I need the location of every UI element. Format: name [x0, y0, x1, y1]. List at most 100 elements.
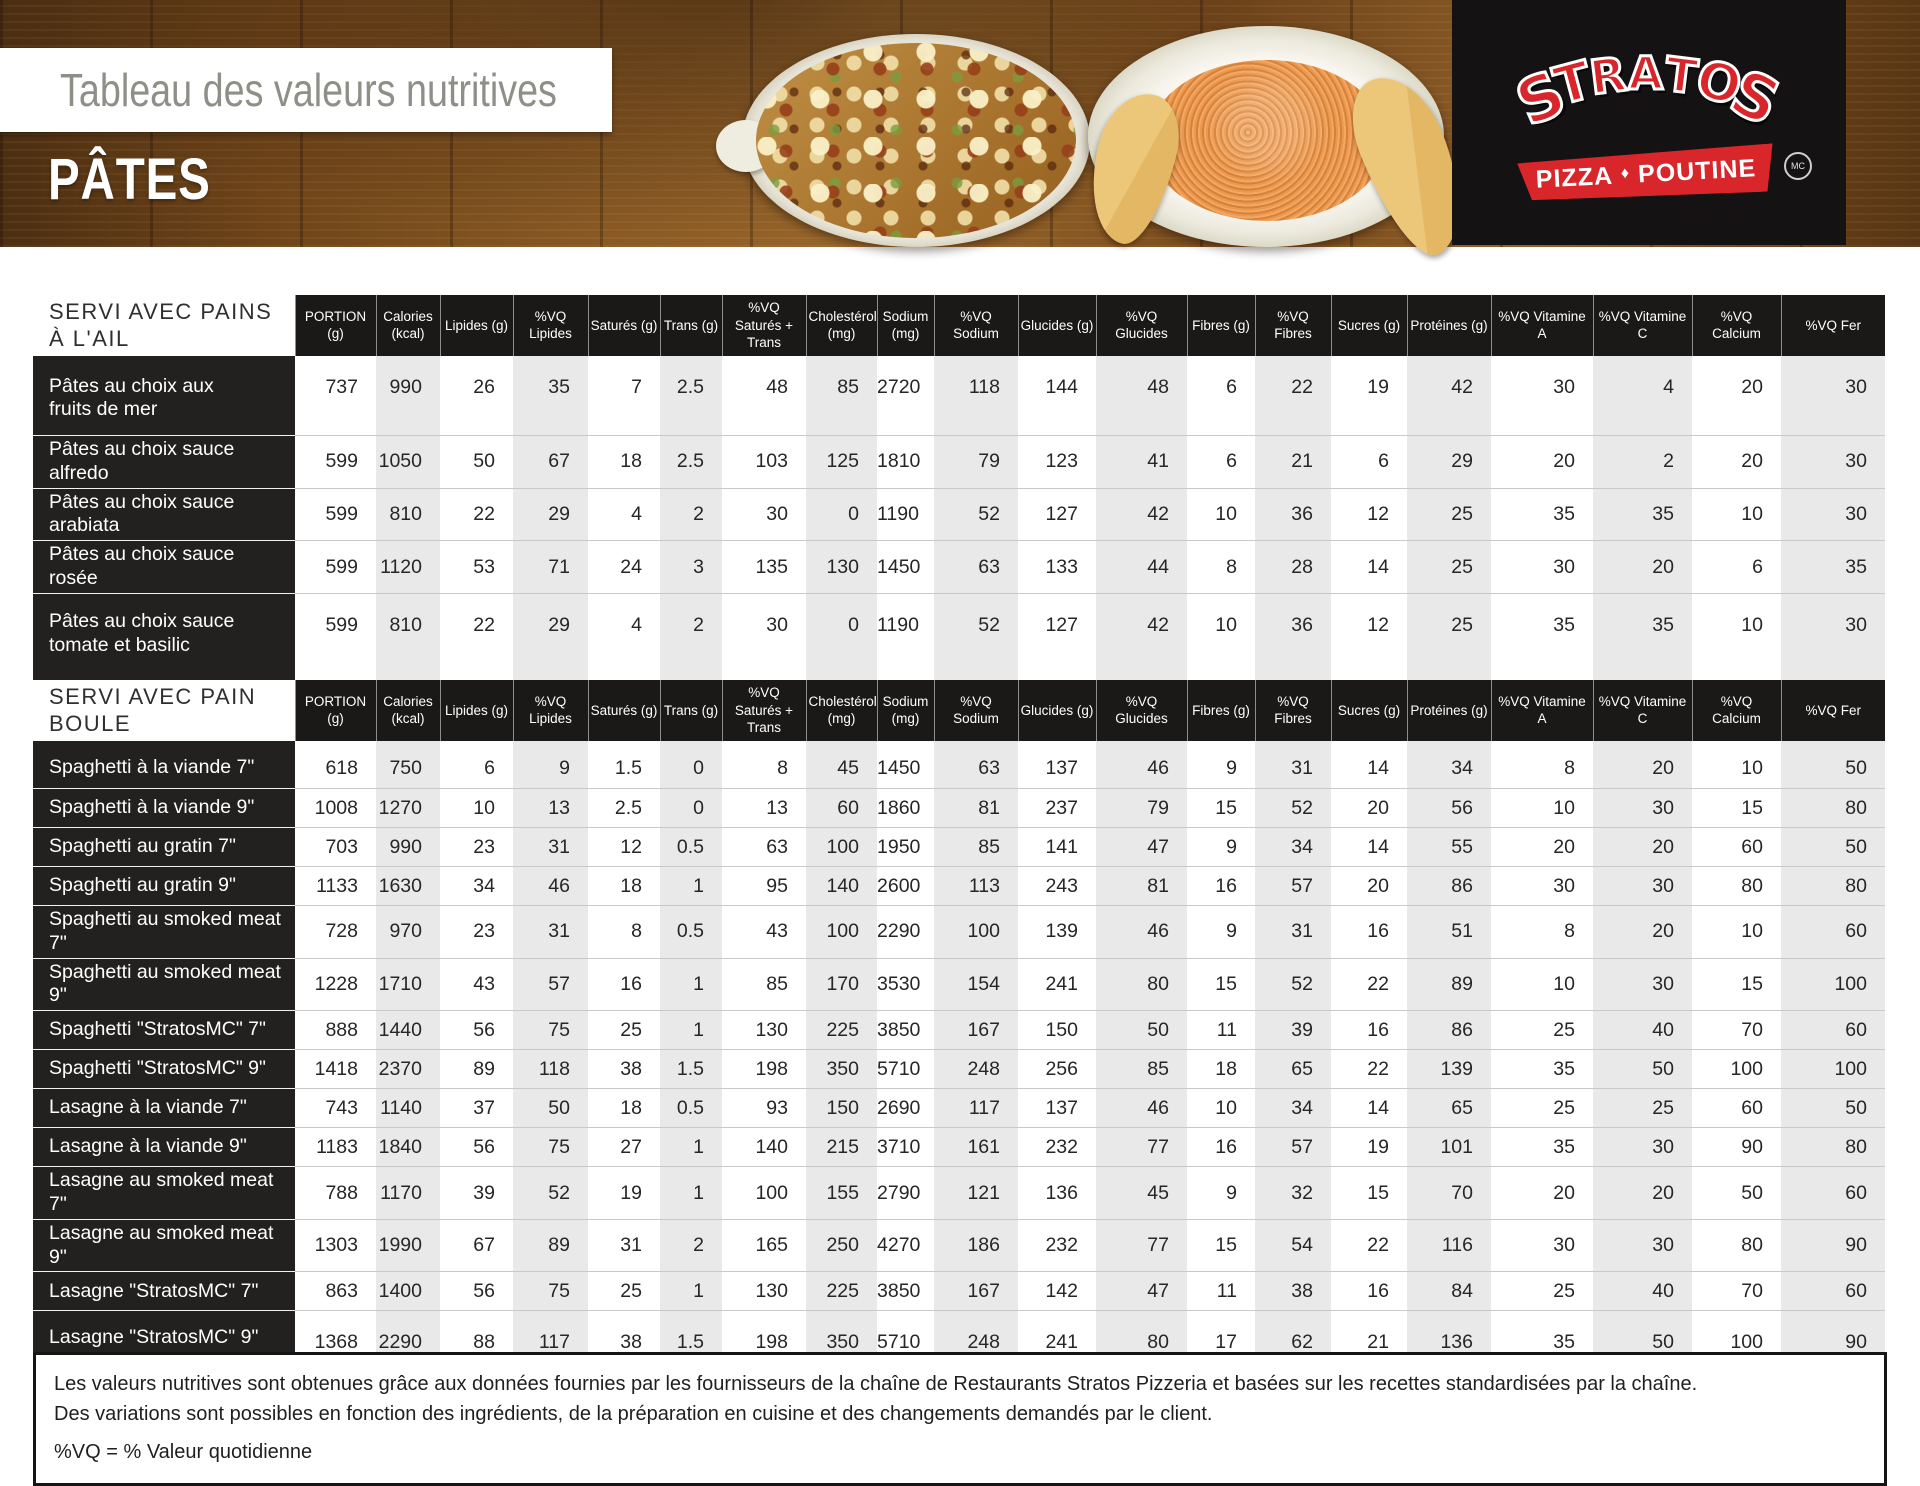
cell: 1440 [376, 1010, 440, 1050]
cell: 2.5 [660, 435, 722, 489]
cell: 18 [588, 1088, 660, 1128]
column-header: %VQ Fibres [1254, 680, 1331, 741]
cell: 10 [1692, 487, 1781, 541]
cell: 80 [1781, 788, 1885, 828]
cell: 47 [1096, 827, 1187, 867]
cell: 15 [1187, 1218, 1255, 1272]
cell: 86 [1407, 866, 1491, 906]
cell: 10 [1692, 740, 1781, 789]
disclaimer-line-2: Des variations sont possibles en fonctio… [54, 1403, 1213, 1425]
column-header: %VQ Glucides [1095, 295, 1187, 356]
cell: 136 [1018, 1166, 1096, 1220]
cell: 75 [513, 1010, 588, 1050]
cell: 56 [440, 1127, 513, 1167]
cell: 30 [1491, 355, 1593, 436]
cell: 737 [295, 355, 376, 436]
cell: 36 [1255, 487, 1331, 541]
cell: 67 [513, 435, 588, 489]
cell: 70 [1692, 1271, 1781, 1311]
cell: 11 [1187, 1010, 1255, 1050]
cell: 57 [1255, 866, 1331, 906]
cell: 125 [806, 435, 877, 489]
section-title: SERVI AVEC PAINS À L'AIL [33, 295, 295, 356]
row-label: Pâtes au choix sauce rosée [33, 540, 295, 594]
row-label: Spaghetti au gratin 7" [33, 827, 295, 867]
cell: 34 [1255, 1088, 1331, 1128]
cell: 1183 [295, 1127, 376, 1167]
cell: 48 [722, 355, 806, 436]
cell: 95 [722, 866, 806, 906]
cell: 1.5 [588, 740, 660, 789]
cell: 22 [1331, 957, 1407, 1011]
cell: 50 [1096, 1010, 1187, 1050]
cell: 130 [806, 540, 877, 594]
cell: 30 [1491, 1218, 1593, 1272]
row-label: Spaghetti au gratin 9" [33, 866, 295, 906]
cell: 48 [1096, 355, 1187, 436]
maple-leaf-icon: ♦ [1620, 164, 1631, 183]
cell: 65 [1407, 1088, 1491, 1128]
cell: 30 [722, 592, 806, 674]
cell: 85 [806, 355, 877, 436]
cell: 35 [1781, 540, 1885, 594]
cell: 16 [1331, 905, 1407, 959]
cell: 788 [295, 1166, 376, 1220]
category-title: PÂTES [48, 147, 211, 212]
column-header: Lipides (g) [439, 680, 513, 741]
cell: 60 [1781, 905, 1885, 959]
cell: 135 [722, 540, 806, 594]
cell: 80 [1692, 1218, 1781, 1272]
pizza-topping [756, 43, 1076, 238]
cell: 47 [1096, 1271, 1187, 1311]
cell: 30 [1491, 540, 1593, 594]
cell: 703 [295, 827, 376, 867]
cell: 127 [1018, 487, 1096, 541]
cell: 101 [1407, 1127, 1491, 1167]
cell: 50 [513, 1088, 588, 1128]
cell: 52 [1255, 957, 1331, 1011]
column-header: %VQ Sodium [933, 295, 1018, 356]
cell: 35 [1491, 1127, 1593, 1167]
cell: 32 [1255, 1166, 1331, 1220]
row-label: Lasagne "StratosMC" 7" [33, 1271, 295, 1311]
cell: 20 [1491, 435, 1593, 489]
section-title: SERVI AVEC PAIN BOULE [33, 680, 295, 741]
cell: 54 [1255, 1218, 1331, 1272]
cell: 51 [1407, 905, 1491, 959]
cell: 150 [1018, 1010, 1096, 1050]
cell: 20 [1692, 355, 1781, 436]
cell: 25 [1593, 1088, 1692, 1128]
row-label: Pâtes au choix sauce alfredo [33, 435, 295, 489]
cell: 50 [1593, 1049, 1692, 1089]
cell: 16 [1187, 1127, 1255, 1167]
cell: 13 [722, 788, 806, 828]
cell: 30 [1781, 435, 1885, 489]
cell: 25 [1491, 1010, 1593, 1050]
cell: 50 [1781, 740, 1885, 789]
cell: 1950 [877, 827, 934, 867]
cell: 10 [1692, 592, 1781, 674]
cell: 250 [806, 1218, 877, 1272]
cell: 52 [1255, 788, 1331, 828]
pizza-dish-photo [716, 34, 1090, 247]
row-label: Spaghetti à la viande 9" [33, 788, 295, 828]
cell: 14 [1331, 540, 1407, 594]
cell: 18 [588, 435, 660, 489]
column-header: Glucides (g) [1017, 680, 1096, 741]
cell: 1 [660, 1010, 722, 1050]
column-header: %VQ Lipides [512, 295, 588, 356]
cell: 46 [513, 866, 588, 906]
cell: 14 [1331, 740, 1407, 789]
row-label: Spaghetti au smoked meat 7" [33, 905, 295, 959]
cell: 139 [1407, 1049, 1491, 1089]
cell: 14 [1331, 1088, 1407, 1128]
cell: 6 [1187, 435, 1255, 489]
cell: 15 [1692, 957, 1781, 1011]
cell: 133 [1018, 540, 1096, 594]
cell: 36 [1255, 592, 1331, 674]
cell: 9 [1187, 905, 1255, 959]
cell: 35 [513, 355, 588, 436]
cell: 256 [1018, 1049, 1096, 1089]
cell: 85 [722, 957, 806, 1011]
cell: 137 [1018, 1088, 1096, 1128]
